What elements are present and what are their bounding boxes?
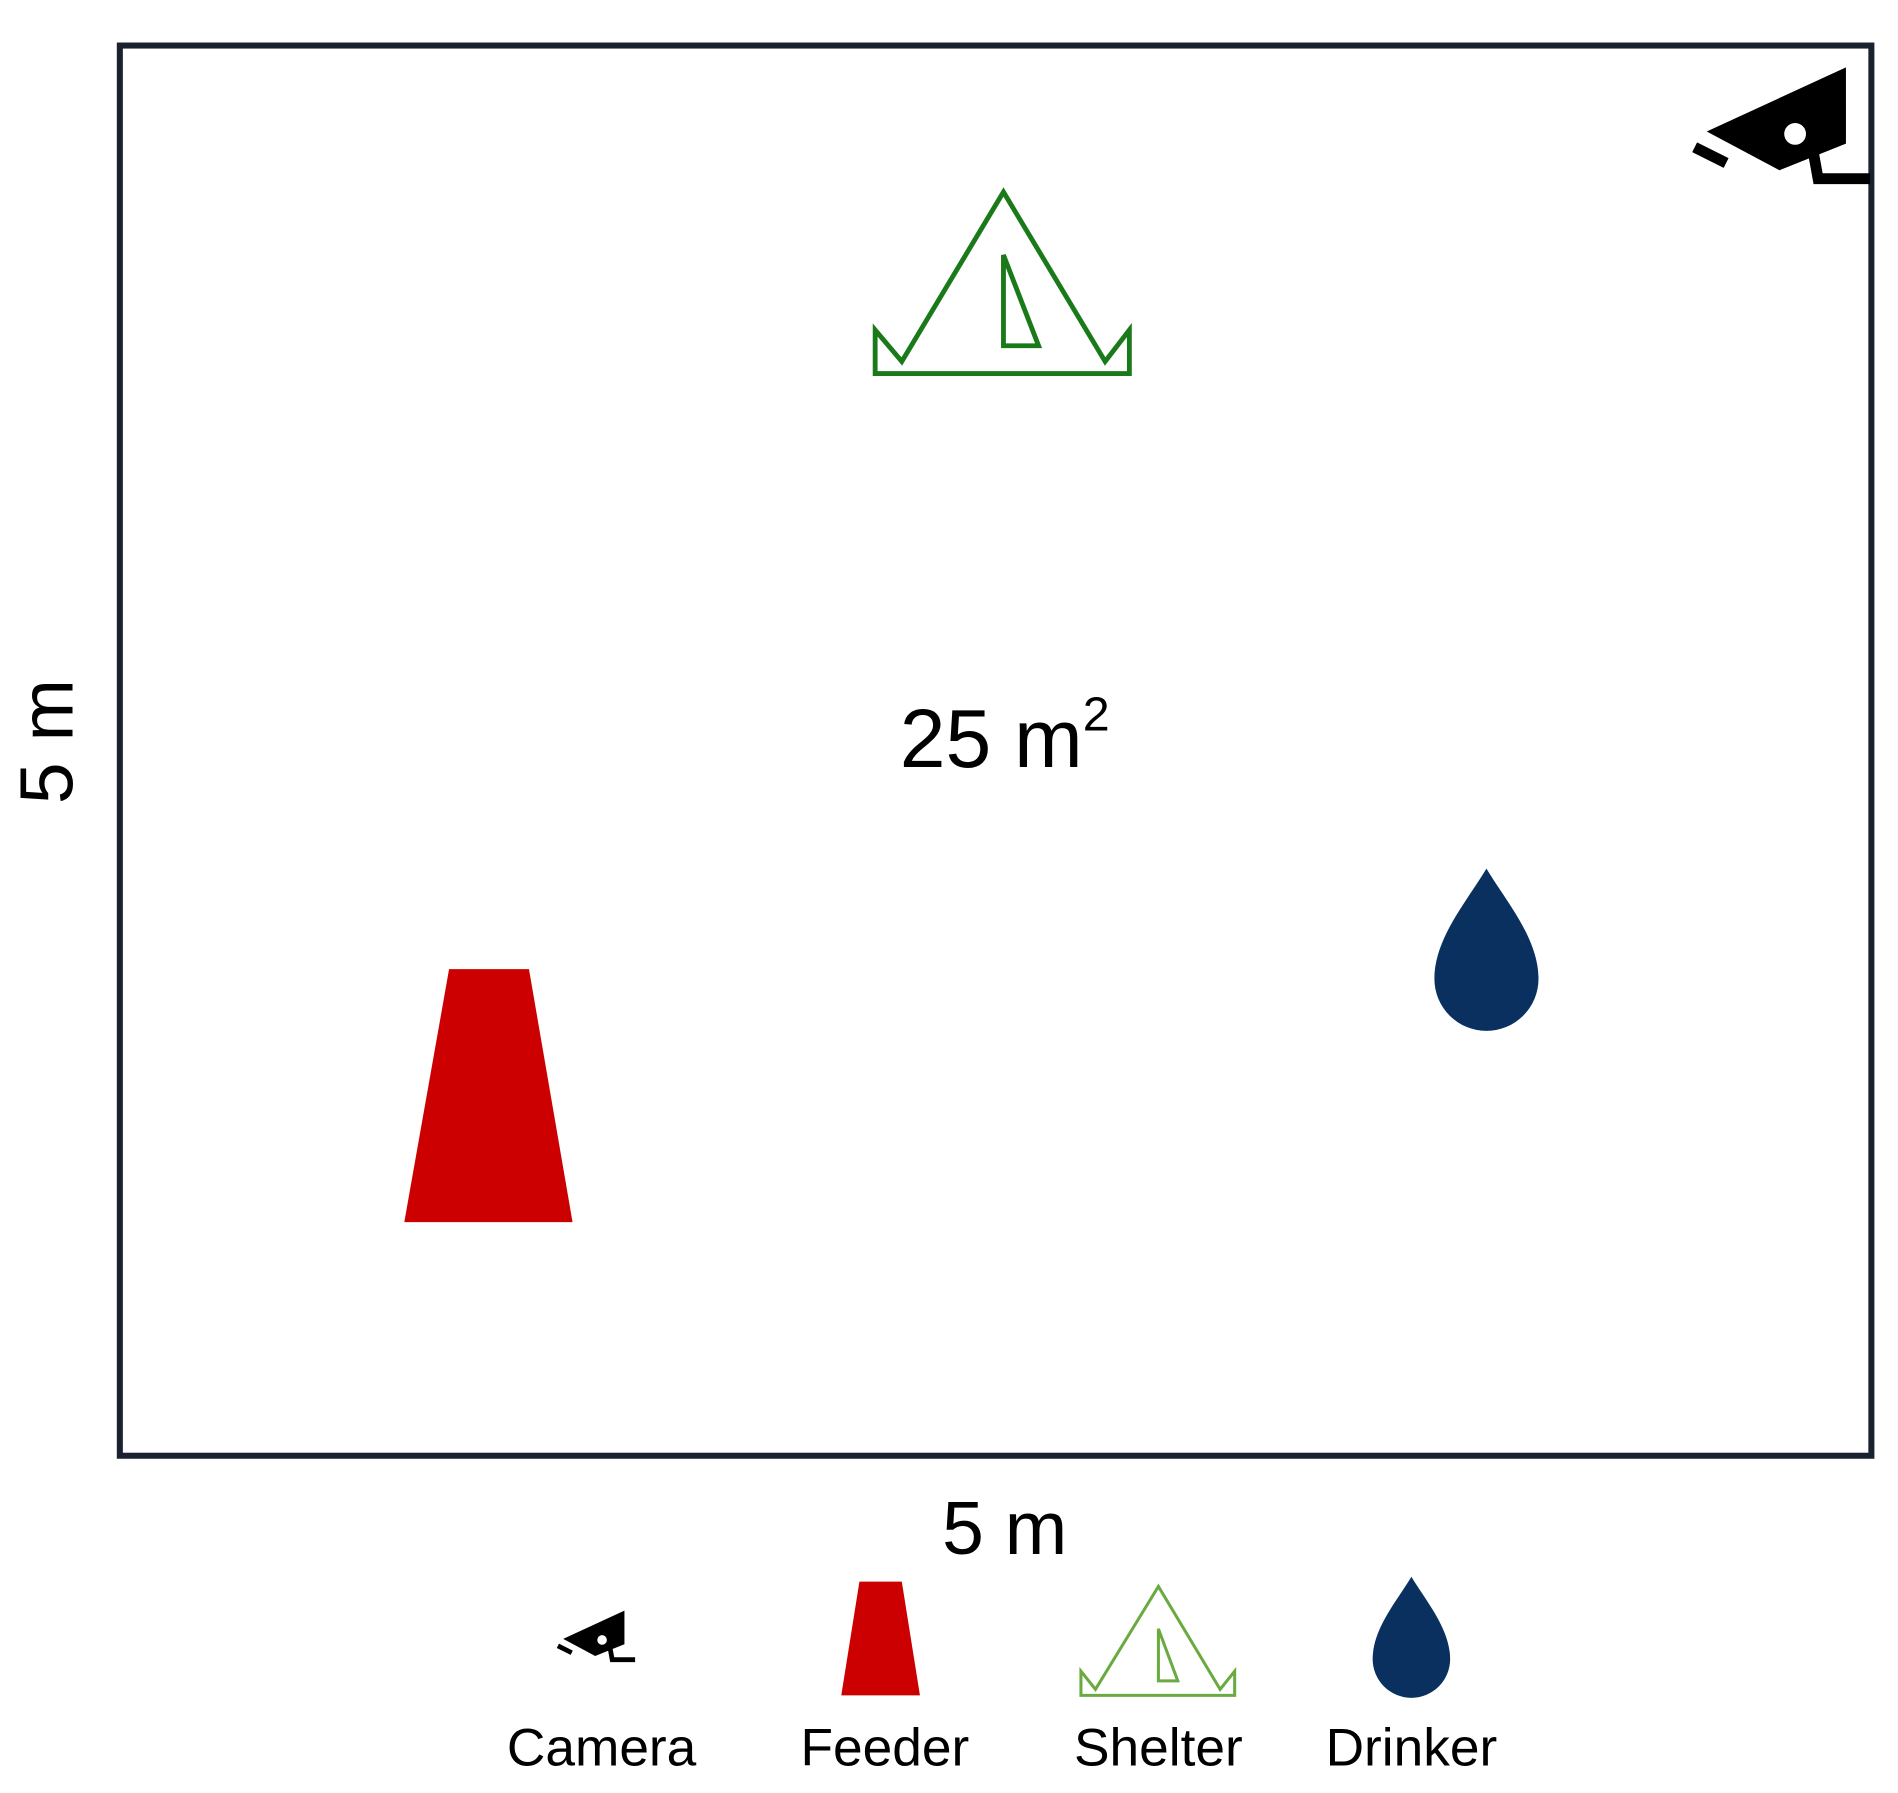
legend: Camera Feeder Shelter Drinker xyxy=(507,1576,1498,1778)
drinker-icon xyxy=(1434,868,1539,1031)
legend-label: Drinker xyxy=(1326,1719,1498,1778)
legend-shelter-icon xyxy=(1079,1583,1237,1697)
legend-label: Shelter xyxy=(1074,1719,1243,1778)
feeder-icon xyxy=(404,969,573,1223)
area-superscript: 2 xyxy=(1083,688,1110,742)
area-label: 25 m2 xyxy=(900,688,1110,785)
legend-label: Feeder xyxy=(800,1719,969,1778)
enclosure xyxy=(116,42,1875,1459)
height-label: 5 m xyxy=(5,679,89,804)
legend-drinker-icon xyxy=(1372,1576,1451,1698)
area-text: 25 m xyxy=(900,693,1083,785)
shelter-icon xyxy=(872,187,1132,377)
legend-feeder-icon xyxy=(841,1581,920,1696)
width-label: 5 m xyxy=(942,1486,1067,1570)
legend-camera-icon xyxy=(558,1611,635,1660)
camera-icon xyxy=(1695,67,1871,178)
legend-label: Camera xyxy=(507,1719,697,1778)
